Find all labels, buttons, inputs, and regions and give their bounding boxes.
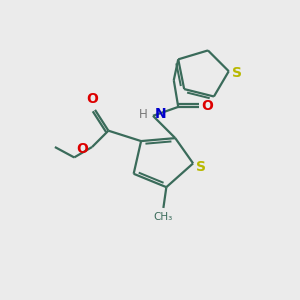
Text: S: S <box>196 160 206 174</box>
Text: CH₃: CH₃ <box>154 212 173 222</box>
Text: N: N <box>154 107 166 121</box>
Text: O: O <box>201 99 213 113</box>
Text: O: O <box>76 142 88 155</box>
Text: H: H <box>139 108 148 121</box>
Text: O: O <box>87 92 99 106</box>
Text: S: S <box>232 66 242 80</box>
